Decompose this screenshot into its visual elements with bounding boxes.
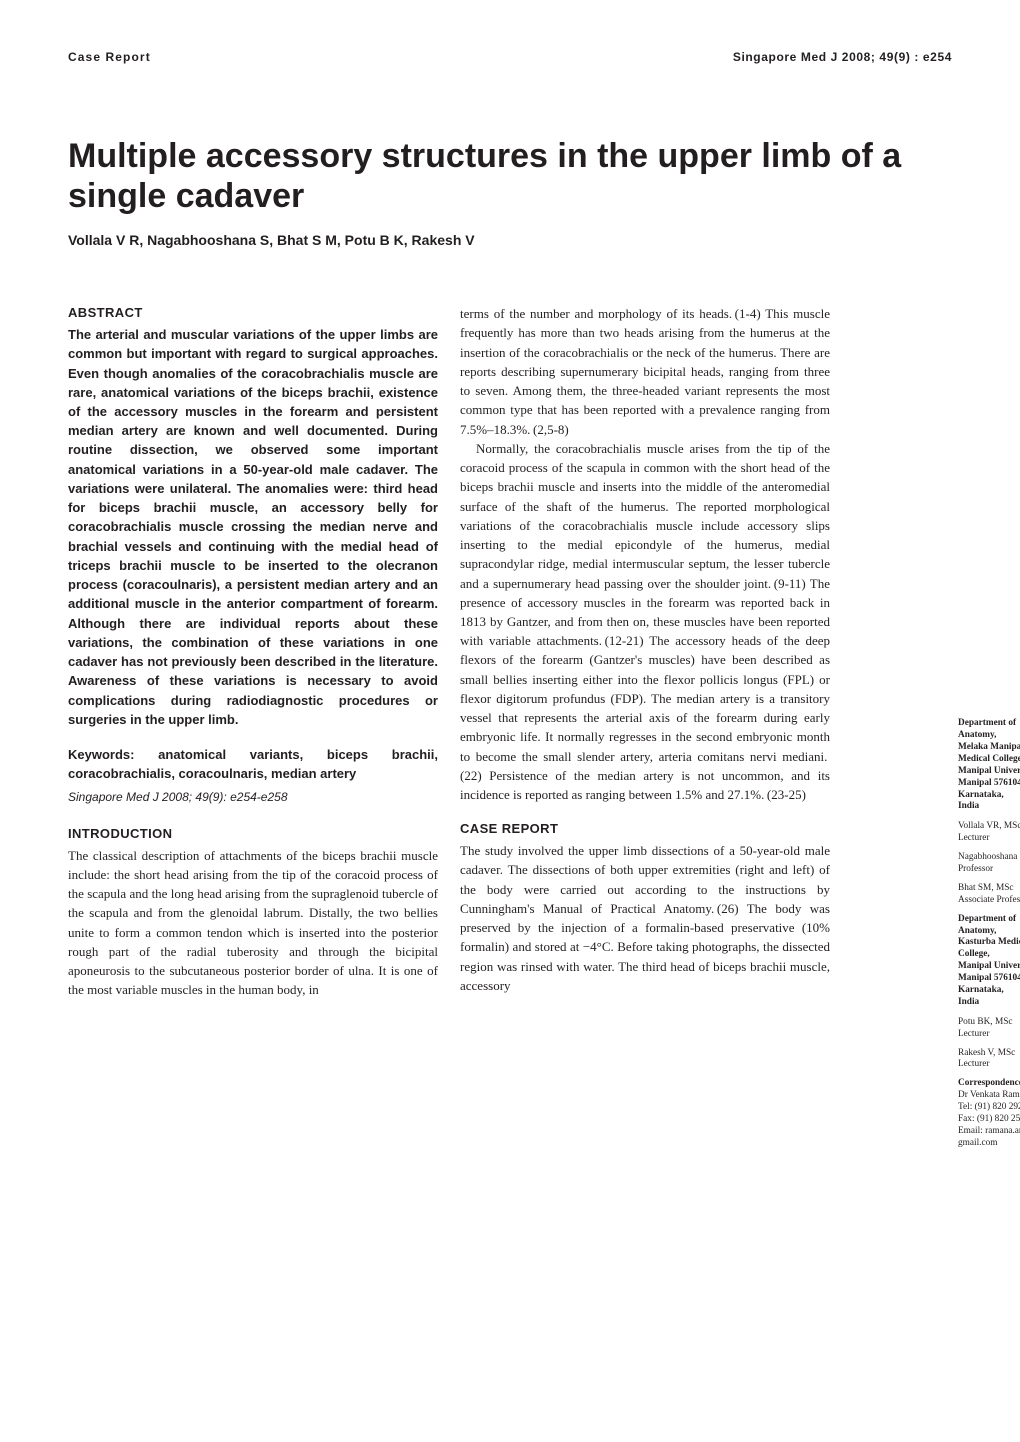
corr-line2: Fax: (91) 820 257 1905 bbox=[958, 1114, 1020, 1126]
affiliation-sidebar: Department of Anatomy, Melaka Manipal Me… bbox=[958, 718, 1020, 1158]
affil-p5-name: Rakesh V, MSc bbox=[958, 1048, 1020, 1060]
affil-dept2-l7: India bbox=[958, 997, 1020, 1009]
affil-dept2-l3: College, bbox=[958, 949, 1020, 961]
affil-person5: Rakesh V, MSc Lecturer bbox=[958, 1048, 1020, 1072]
affil-dept2-l4: Manipal University, bbox=[958, 961, 1020, 973]
affil-p3-role: Associate Professor bbox=[958, 895, 1020, 907]
abstract-heading: ABSTRACT bbox=[68, 304, 438, 323]
introduction-body: The classical description of attachments… bbox=[68, 846, 438, 1000]
column-right: terms of the number and morphology of it… bbox=[460, 304, 830, 999]
running-head: Case Report Singapore Med J 2008; 49(9) … bbox=[68, 50, 952, 64]
keywords-block: Keywords: anatomical variants, biceps br… bbox=[68, 745, 438, 783]
affil-dept1-l3: Medical College, bbox=[958, 754, 1020, 766]
affil-dept1-l1: Anatomy, bbox=[958, 730, 1020, 742]
citation-line: Singapore Med J 2008; 49(9): e254-e258 bbox=[68, 789, 438, 806]
affil-p2-role: Professor bbox=[958, 864, 1020, 876]
affil-dept2-l0: Department of bbox=[958, 914, 1020, 926]
article-title: Multiple accessory structures in the upp… bbox=[68, 136, 952, 216]
col2-para1: terms of the number and morphology of it… bbox=[460, 304, 830, 439]
running-head-left: Case Report bbox=[68, 50, 151, 64]
running-head-right: Singapore Med J 2008; 49(9) : e254 bbox=[733, 50, 952, 64]
affil-dept2-l1: Anatomy, bbox=[958, 926, 1020, 938]
corr-line0: Dr Venkata Ramana Vollala bbox=[958, 1090, 1020, 1102]
case-report-body: The study involved the upper limb dissec… bbox=[460, 841, 830, 995]
affil-dept1-l2: Melaka Manipal bbox=[958, 742, 1020, 754]
affil-person4: Potu BK, MSc Lecturer bbox=[958, 1017, 1020, 1041]
affil-dept1-l4: Manipal University, bbox=[958, 766, 1020, 778]
introduction-heading: INTRODUCTION bbox=[68, 825, 438, 844]
affil-p1-name: Vollala VR, MSc bbox=[958, 821, 1020, 833]
col2-para2: Normally, the coracobrachialis muscle ar… bbox=[460, 439, 830, 804]
affil-p4-role: Lecturer bbox=[958, 1029, 1020, 1041]
affil-dept2-l2: Kasturba Medical bbox=[958, 937, 1020, 949]
affil-p1-role: Lecturer bbox=[958, 833, 1020, 845]
affil-p2-name: Nagabhooshana S, MSc, PhD bbox=[958, 852, 1020, 864]
affil-person3: Bhat SM, MSc Associate Professor bbox=[958, 883, 1020, 907]
author-list: Vollala V R, Nagabhooshana S, Bhat S M, … bbox=[68, 232, 952, 248]
affil-dept1-l7: India bbox=[958, 801, 1020, 813]
correspondence-block: Correspondence to: Dr Venkata Ramana Vol… bbox=[958, 1078, 1020, 1149]
affil-dept1-l5: Manipal 576104, bbox=[958, 778, 1020, 790]
affil-p4-name: Potu BK, MSc bbox=[958, 1017, 1020, 1029]
affil-dept2-l6: Karnataka, bbox=[958, 985, 1020, 997]
affil-person1: Vollala VR, MSc Lecturer bbox=[958, 821, 1020, 845]
keywords-label: Keywords: bbox=[68, 747, 134, 762]
affil-dept1-l6: Karnataka, bbox=[958, 790, 1020, 802]
affil-p3-name: Bhat SM, MSc bbox=[958, 883, 1020, 895]
corr-line3: Email: ramana.anat@ gmail.com bbox=[958, 1126, 1020, 1150]
affil-dept2-l5: Manipal 576104, bbox=[958, 973, 1020, 985]
affil-dept1-l0: Department of bbox=[958, 718, 1020, 730]
corr-line1: Tel: (91) 820 292 2642 bbox=[958, 1102, 1020, 1114]
affil-dept2: Department of Anatomy, Kasturba Medical … bbox=[958, 914, 1020, 1009]
case-report-heading: CASE REPORT bbox=[460, 820, 830, 839]
affil-person2: Nagabhooshana S, MSc, PhD Professor bbox=[958, 852, 1020, 876]
correspondence-heading: Correspondence to: bbox=[958, 1078, 1020, 1090]
affil-dept1: Department of Anatomy, Melaka Manipal Me… bbox=[958, 718, 1020, 813]
two-column-body: ABSTRACT The arterial and muscular varia… bbox=[68, 304, 952, 999]
abstract-body: The arterial and muscular variations of … bbox=[68, 325, 438, 729]
affil-p5-role: Lecturer bbox=[958, 1059, 1020, 1071]
column-left: ABSTRACT The arterial and muscular varia… bbox=[68, 304, 438, 999]
